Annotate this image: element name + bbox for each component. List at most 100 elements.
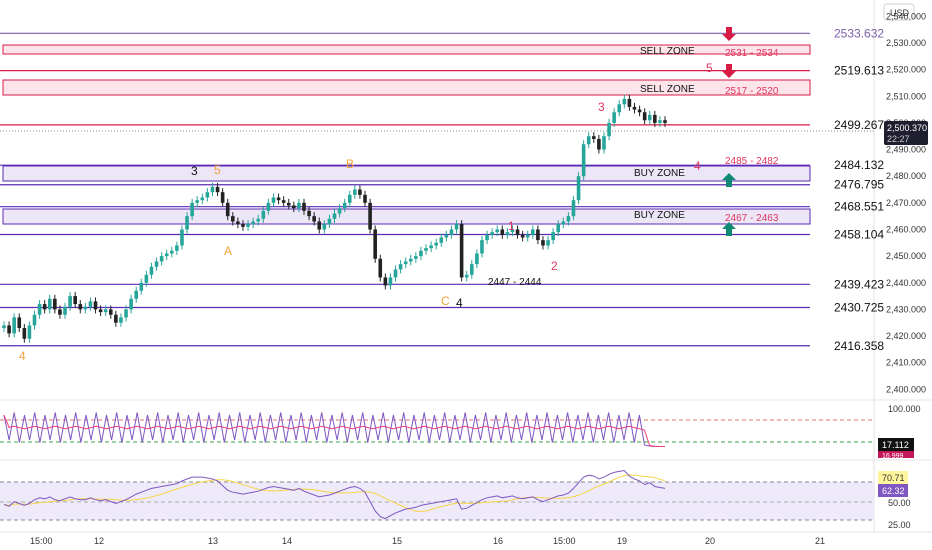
price-tick: 2,510.000	[886, 91, 926, 101]
wave-4-label: 4	[694, 159, 701, 173]
candle-body	[546, 240, 550, 246]
candle-body	[68, 296, 72, 307]
stoch-d-line	[3, 414, 665, 447]
candle-body	[241, 224, 245, 227]
candle-body	[495, 229, 500, 233]
candle-body	[32, 314, 37, 326]
candle-body	[261, 210, 266, 219]
candle-body	[459, 224, 464, 278]
candle-body	[342, 202, 347, 209]
candle-body	[363, 194, 367, 203]
rsi-tick: 25.00	[888, 520, 911, 530]
candle-body	[175, 245, 179, 251]
candle-body	[124, 309, 128, 318]
candle-body	[663, 120, 667, 123]
price-tick: 2,430.000	[886, 304, 926, 314]
buy-arrow-2-icon	[722, 222, 736, 236]
level-label: 2519.613	[834, 64, 884, 78]
level-label: 2468.551	[834, 200, 884, 214]
candle-body	[439, 237, 444, 243]
candle-body	[42, 304, 47, 310]
stochastic-pane: 100.000 17.112 16.999	[0, 404, 921, 460]
price-tick: 2,400.000	[886, 384, 926, 394]
price-tick: 2,470.000	[886, 198, 926, 208]
stoch-value-b-tag	[878, 451, 914, 458]
wave-label: C	[441, 294, 450, 308]
candle-body	[129, 298, 133, 310]
sell-zone-1-range: 2531 - 2534	[725, 48, 779, 59]
candle-body	[612, 112, 616, 123]
candle-body	[490, 232, 494, 235]
candle-body	[256, 218, 261, 222]
last-price-value: 2,500.370	[887, 123, 927, 133]
candle-body	[403, 261, 408, 265]
candle-body	[485, 234, 489, 241]
zones-layer: SELL ZONE 2531 - 2534 SELL ZONE 2517 - 2…	[2, 44, 811, 225]
candle-body	[231, 216, 235, 222]
currency-box[interactable]	[883, 3, 915, 21]
time-tick: 15	[392, 536, 402, 546]
level-label: 2439.423	[834, 277, 884, 291]
candle-body	[337, 208, 342, 214]
rsi-pane: 70.71 62.32 50.00 25.00	[0, 469, 911, 530]
wave-5-label: 5	[706, 61, 713, 75]
rsi-line	[3, 469, 666, 520]
wave-label: B	[346, 157, 354, 171]
candle-body	[500, 229, 505, 235]
candle-body	[444, 234, 449, 238]
candle-body	[205, 192, 210, 198]
candle-body	[414, 256, 418, 259]
candle-body	[653, 114, 657, 123]
candle-body	[373, 229, 377, 259]
sell-zone-1[interactable]	[2, 44, 811, 55]
candle-body	[424, 248, 428, 251]
wave-label: 5	[214, 163, 221, 177]
buy-zone-2[interactable]	[2, 208, 811, 225]
wave-label: A	[224, 244, 232, 258]
candle-body	[419, 250, 423, 257]
buy-zone-1[interactable]	[2, 165, 811, 182]
candle-body	[647, 114, 652, 121]
stoch-value-a-tag	[878, 438, 914, 451]
price-tick: 2,440.000	[886, 278, 926, 288]
level-label: 2458.104	[834, 228, 884, 242]
candle-body	[246, 224, 250, 227]
price-tick: 2,420.000	[886, 331, 926, 341]
currency-label: USD	[890, 8, 910, 18]
candle-body	[637, 109, 642, 113]
level-label: 2484.132	[834, 158, 884, 172]
candle-body	[251, 221, 255, 225]
candle-body	[592, 136, 596, 139]
time-axis[interactable]: 15:00 12 13 14 15 16 15:00 19 20 21	[30, 536, 825, 546]
candle-body	[114, 314, 118, 323]
candle-body	[317, 221, 322, 230]
candle-body	[576, 176, 581, 201]
arrows-layer	[722, 27, 736, 236]
price-tick: 2,480.000	[886, 171, 926, 181]
candle-body	[617, 104, 622, 113]
rsi-value-a: 70.71	[882, 473, 905, 483]
rsi-value-b: 62.32	[882, 486, 905, 496]
time-tick: 20	[705, 536, 715, 546]
sell-arrow-1-icon	[722, 27, 736, 41]
candle-body	[622, 98, 627, 105]
candle-body	[53, 298, 57, 310]
candle-body	[83, 306, 88, 310]
candle-body	[37, 304, 42, 315]
stoch-value-b: 16.999	[882, 453, 904, 460]
buy-zone-1-label: BUY ZONE	[634, 168, 685, 179]
candle-body	[322, 224, 327, 230]
candle-body	[602, 136, 606, 150]
candle-body	[149, 266, 154, 275]
candle-body	[144, 274, 149, 283]
candle-body	[581, 144, 586, 177]
stoch-k-line	[3, 412, 665, 447]
price-axis-panel[interactable]	[874, 0, 932, 550]
range-annotation: 2447 - 2444	[488, 277, 542, 288]
level-label: 2430.725	[834, 300, 884, 314]
candle-body	[551, 232, 555, 241]
sell-zone-2[interactable]	[2, 79, 811, 96]
candle-body	[78, 304, 83, 310]
candle-body	[597, 138, 601, 150]
